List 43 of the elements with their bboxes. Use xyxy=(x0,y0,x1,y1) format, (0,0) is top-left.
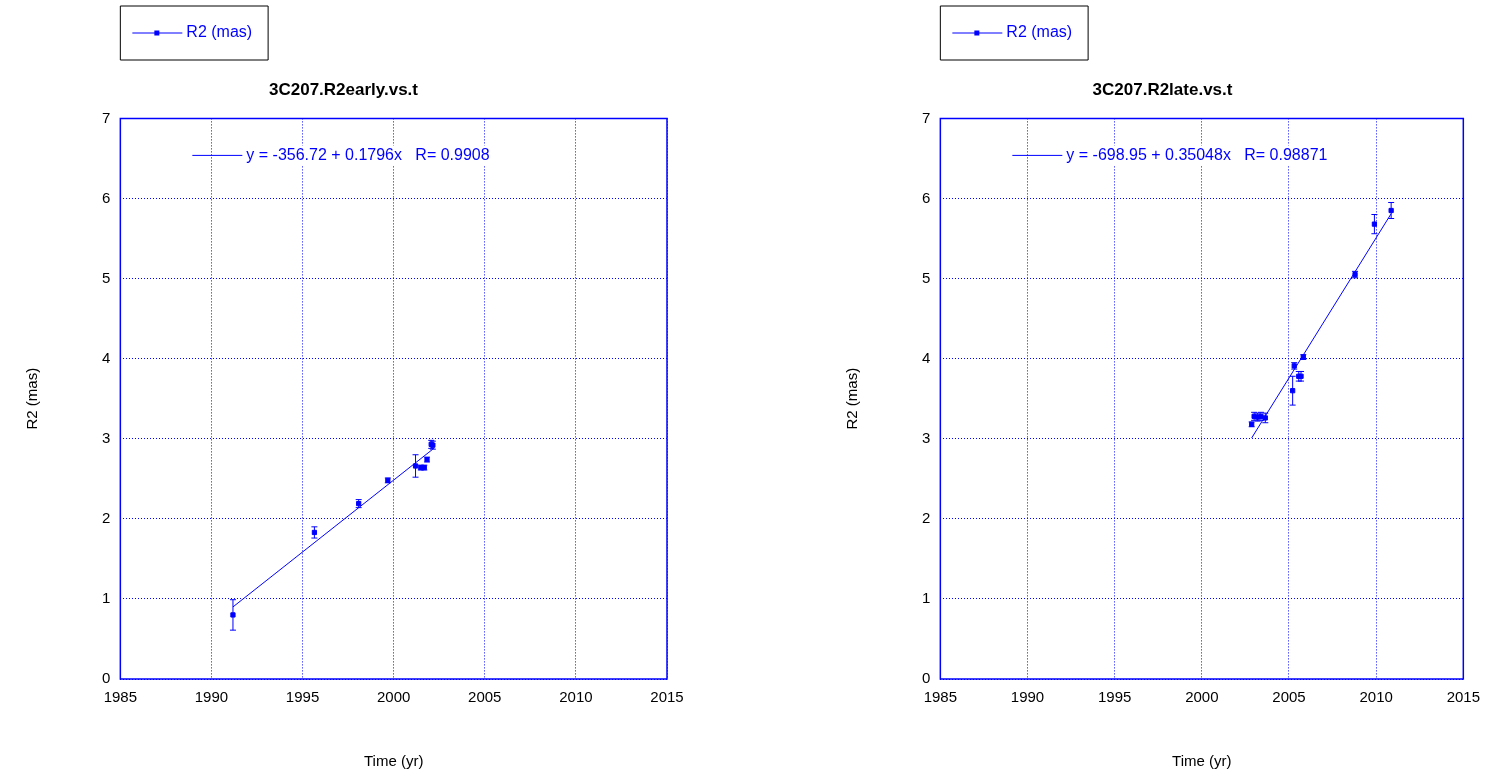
y-axis-title: R2 (mas) xyxy=(843,367,861,430)
x-tick-label: 2010 xyxy=(1359,688,1393,706)
x-tick-label: 1985 xyxy=(103,688,138,706)
y-tick-label: 2 xyxy=(922,508,931,526)
y-tick-label: 1 xyxy=(102,589,111,607)
legend-label: R2 (mas) xyxy=(1006,23,1073,41)
x-axis-title: Time (yr) xyxy=(1172,752,1232,770)
legend-label: R2 (mas) xyxy=(186,23,253,41)
y-tick-label: 2 xyxy=(102,508,111,526)
point xyxy=(412,463,419,469)
x-tick-label: 2000 xyxy=(1185,688,1219,706)
legend-label: y = -356.72 + 0.1796x R= 0.9908 xyxy=(246,145,490,163)
y-tick-label: 4 xyxy=(922,348,931,366)
x-tick-label: 2015 xyxy=(650,688,684,706)
x-tick-label: 1985 xyxy=(923,688,958,706)
point xyxy=(230,612,236,618)
point xyxy=(1371,221,1378,227)
y-tick-label: 7 xyxy=(922,108,931,126)
y-tick-label: 7 xyxy=(102,108,111,126)
y-tick-label: 3 xyxy=(102,428,111,446)
legend-label: y = -698.95 + 0.35048x R= 0.98871 xyxy=(1066,145,1328,163)
y-axis-title: R2 (mas) xyxy=(23,367,41,430)
x-tick-label: 1990 xyxy=(194,688,229,706)
y-tick-label: 0 xyxy=(102,669,111,687)
y-tick-label: 6 xyxy=(102,188,111,206)
y-tick-label: 3 xyxy=(922,428,931,446)
y-tick-label: 0 xyxy=(922,669,931,687)
x-axis-title: Time (yr) xyxy=(363,752,424,770)
x-tick-label: 1995 xyxy=(285,688,320,706)
x-tick-label: 2010 xyxy=(559,688,593,706)
x-tick-label: 2005 xyxy=(468,688,502,706)
x-tick-label: 1995 xyxy=(1097,688,1132,706)
x-tick-label: 2015 xyxy=(1446,688,1480,706)
y-tick-label: 1 xyxy=(922,589,931,607)
x-tick-label: 2005 xyxy=(1272,688,1306,706)
y-tick-label: 5 xyxy=(102,268,111,286)
y-tick-label: 6 xyxy=(922,188,931,206)
x-tick-label: 2000 xyxy=(376,688,411,706)
chart-title: 3C207.R2late.vs.t xyxy=(1092,79,1233,99)
chart-title: 3C207.R2early.vs.t xyxy=(268,79,419,99)
x-tick-label: 1990 xyxy=(1010,688,1045,706)
y-tick-label: 5 xyxy=(922,268,931,286)
y-tick-label: 4 xyxy=(102,348,111,366)
